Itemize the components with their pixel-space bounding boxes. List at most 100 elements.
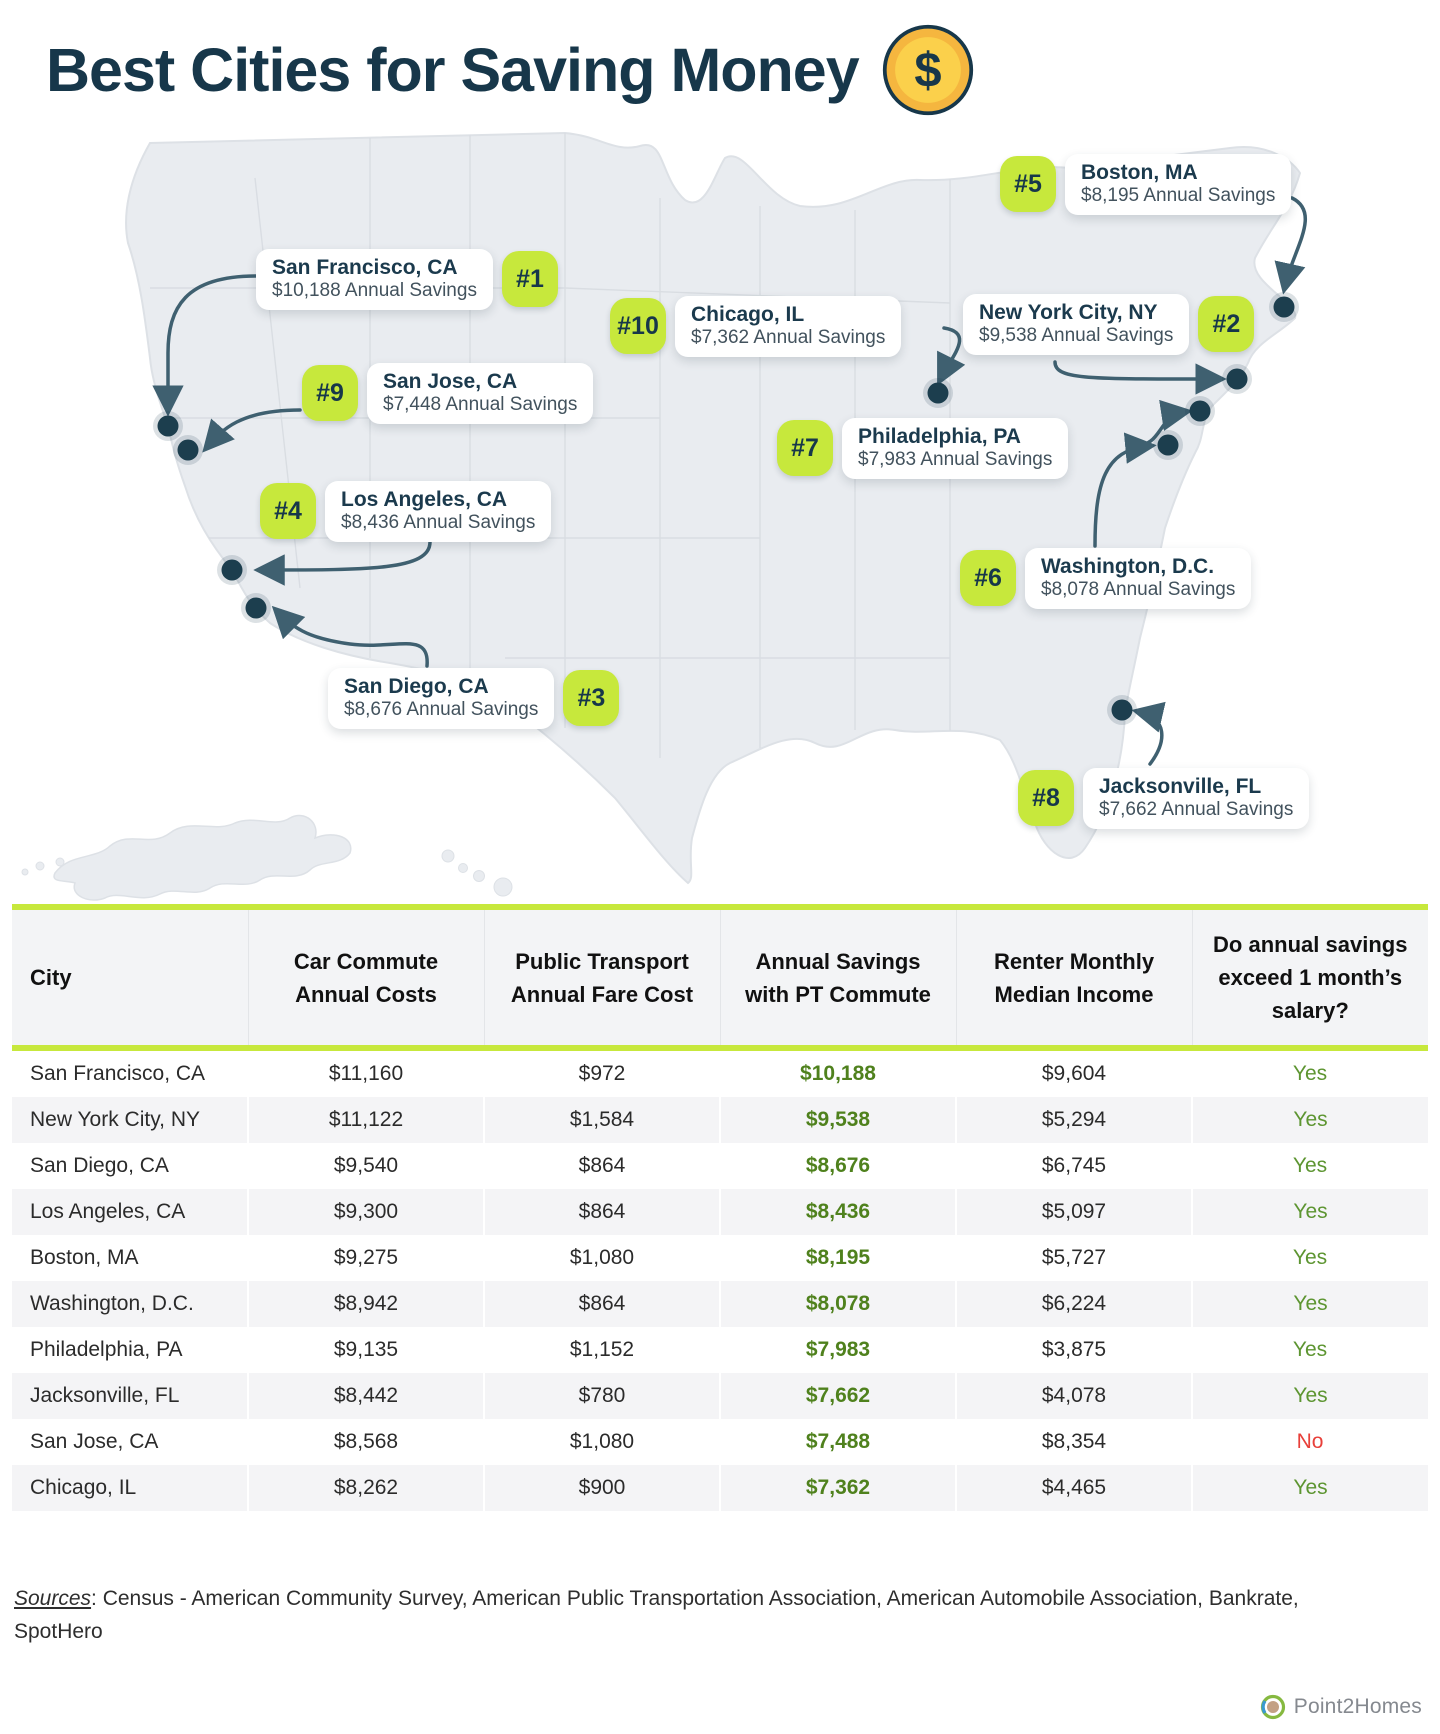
- label-savings: $7,362 Annual Savings: [691, 327, 886, 349]
- dot-chicago: [927, 382, 949, 404]
- cell-answer: Yes: [1191, 1097, 1428, 1143]
- cell-savings: $8,676: [805, 1154, 871, 1177]
- col-header-city: City: [12, 907, 248, 1051]
- label-savings: $9,538 Annual Savings: [979, 325, 1174, 347]
- cell-savings: $7,983: [805, 1338, 871, 1361]
- cell-answer: Yes: [1292, 1246, 1328, 1269]
- footer: Point2Homes: [1260, 1694, 1422, 1720]
- table-row: New York City, NY $11,122 $1,584 $9,538 $5,2…: [12, 1097, 1428, 1143]
- rank-badge: #4: [260, 483, 316, 540]
- cell-pt: $1,080: [569, 1430, 635, 1453]
- cell-savings: $8,436: [719, 1189, 956, 1235]
- cell-answer: Yes: [1191, 1465, 1428, 1511]
- cell-car: $8,942: [247, 1281, 484, 1327]
- table-body: San Francisco, CA $11,160 $972 $10,188 $9,60…: [12, 1048, 1428, 1511]
- cell-car: $9,300: [247, 1189, 484, 1235]
- cell-pt: $1,080: [569, 1246, 635, 1269]
- sources-note: Sources: Census - American Community Sur…: [14, 1583, 1314, 1648]
- page-title: Best Cities for Saving Money: [46, 36, 860, 104]
- alaska-shape: [53, 814, 352, 901]
- col-header-car-costs: Car Commute Annual Costs: [247, 907, 484, 1051]
- arrow-san-diego: [271, 605, 429, 668]
- header: Best Cities for Saving Money $: [0, 0, 1440, 118]
- sources-text: : Census - American Community Survey, Am…: [14, 1587, 1299, 1643]
- table-row: San Diego, CA $9,540 $864 $8,676 $6,745 Yes: [12, 1143, 1428, 1189]
- label-savings: $8,436 Annual Savings: [341, 512, 536, 534]
- table-row: Jacksonville, FL $8,442 $780 $7,662 $4,078 Ye…: [12, 1373, 1428, 1419]
- rank-badge: #2: [1198, 296, 1255, 353]
- dot-san-francisco: [157, 415, 179, 437]
- cell-savings: $7,362: [719, 1465, 956, 1511]
- svg-text:$: $: [914, 44, 941, 98]
- data-table-section: City Car Commute Annual Costs Public Tra…: [0, 904, 1440, 1511]
- cell-savings: $8,195: [805, 1246, 871, 1269]
- rank-badge: #7: [777, 420, 833, 477]
- cell-income: $5,097: [955, 1189, 1192, 1235]
- cell-savings: $7,662: [719, 1373, 956, 1419]
- cell-savings: $8,078: [719, 1281, 956, 1327]
- arrow-los-angeles: [253, 540, 432, 586]
- cell-city: Chicago, IL: [12, 1465, 248, 1511]
- label-city: San Francisco, CA: [272, 256, 458, 279]
- cell-income: $4,465: [955, 1465, 1192, 1511]
- dot-los-angeles: [221, 559, 243, 581]
- cell-income: $5,727: [1041, 1246, 1107, 1269]
- col-header-renter-income: Renter Monthly Median Income: [955, 907, 1192, 1051]
- cell-car: $9,540: [333, 1154, 399, 1177]
- table-row: San Jose, CA $8,568 $1,080 $7,488 $8,354 No: [12, 1419, 1428, 1465]
- arrow-san-jose: [202, 408, 302, 453]
- cell-pt: $972: [578, 1062, 626, 1085]
- cell-savings: $10,188: [800, 1062, 876, 1085]
- label-savings: $7,983 Annual Savings: [858, 449, 1053, 471]
- label-city: Chicago, IL: [691, 303, 805, 326]
- cell-city: Boston, MA: [30, 1246, 139, 1269]
- savings-table: City Car Commute Annual Costs Public Tra…: [12, 904, 1428, 1511]
- arrow-washington: [1093, 432, 1157, 548]
- hawaii-islands: [441, 849, 513, 897]
- label-city: Philadelphia, PA: [858, 425, 1021, 448]
- label-savings: $7,448 Annual Savings: [383, 394, 578, 416]
- cell-pt: $1,152: [569, 1338, 635, 1361]
- map-label-san-francisco: #1 San Francisco, CA $10,188 Annual Savin…: [256, 249, 558, 310]
- table-row: Los Angeles, CA $9,300 $864 $8,436 $5,097 Yes: [12, 1189, 1428, 1235]
- dot-philadelphia: [1189, 400, 1211, 422]
- cell-pt: $900: [483, 1465, 720, 1511]
- rank-badge: #3: [563, 670, 620, 727]
- label-city: New York City, NY: [979, 301, 1158, 324]
- rank-badge: #9: [302, 365, 358, 422]
- cell-city: San Diego, CA: [30, 1154, 169, 1177]
- map-label-philadelphia: #7 Philadelphia, PA $7,983 Annual Savings: [777, 418, 1069, 479]
- cell-car: $9,275: [333, 1246, 399, 1269]
- arrow-new-york: [1053, 360, 1227, 395]
- cell-city: Washington, D.C.: [12, 1281, 248, 1327]
- rank-badge: #5: [1000, 156, 1056, 213]
- cell-answer: Yes: [1191, 1373, 1428, 1419]
- arrow-chicago: [937, 326, 966, 386]
- dot-san-diego: [245, 597, 267, 619]
- dot-new-york: [1226, 368, 1248, 390]
- label-savings: $8,676 Annual Savings: [344, 699, 539, 721]
- point2homes-logo-icon: [1260, 1694, 1285, 1720]
- table-row: San Francisco, CA $11,160 $972 $10,188 $9,60…: [12, 1048, 1428, 1097]
- table-row: Boston, MA $9,275 $1,080 $8,195 $5,727 Yes: [12, 1235, 1428, 1281]
- cell-pt: $864: [483, 1189, 720, 1235]
- map-label-los-angeles: #4 Los Angeles, CA $8,436 Annual Savings: [260, 481, 552, 542]
- table-row: Philadelphia, PA $9,135 $1,152 $7,983 $3,875…: [12, 1327, 1428, 1373]
- aleutian-islands: [21, 857, 65, 876]
- map-label-boston: #5 Boston, MA $8,195 Annual Savings: [1000, 154, 1292, 215]
- cell-answer: Yes: [1191, 1281, 1428, 1327]
- label-savings: $10,188 Annual Savings: [272, 280, 477, 302]
- arrow-boston: [1274, 196, 1307, 295]
- cell-city: Jacksonville, FL: [12, 1373, 248, 1419]
- arrow-jacksonville: [1131, 701, 1166, 766]
- arrow-san-francisco: [152, 274, 258, 417]
- col-header-annual-savings: Annual Savings with PT Commute: [719, 907, 956, 1051]
- cell-car: $8,262: [247, 1465, 484, 1511]
- label-city: San Diego, CA: [344, 675, 489, 698]
- col-header-exceed-salary: Do annual savings exceed 1 month’s salar…: [1191, 907, 1428, 1051]
- cell-savings: $7,488: [805, 1430, 871, 1453]
- cell-city: Philadelphia, PA: [30, 1338, 183, 1361]
- connector-arrows: [152, 196, 1307, 766]
- map-label-new-york: #2 New York City, NY $9,538 Annual Saving…: [963, 294, 1255, 355]
